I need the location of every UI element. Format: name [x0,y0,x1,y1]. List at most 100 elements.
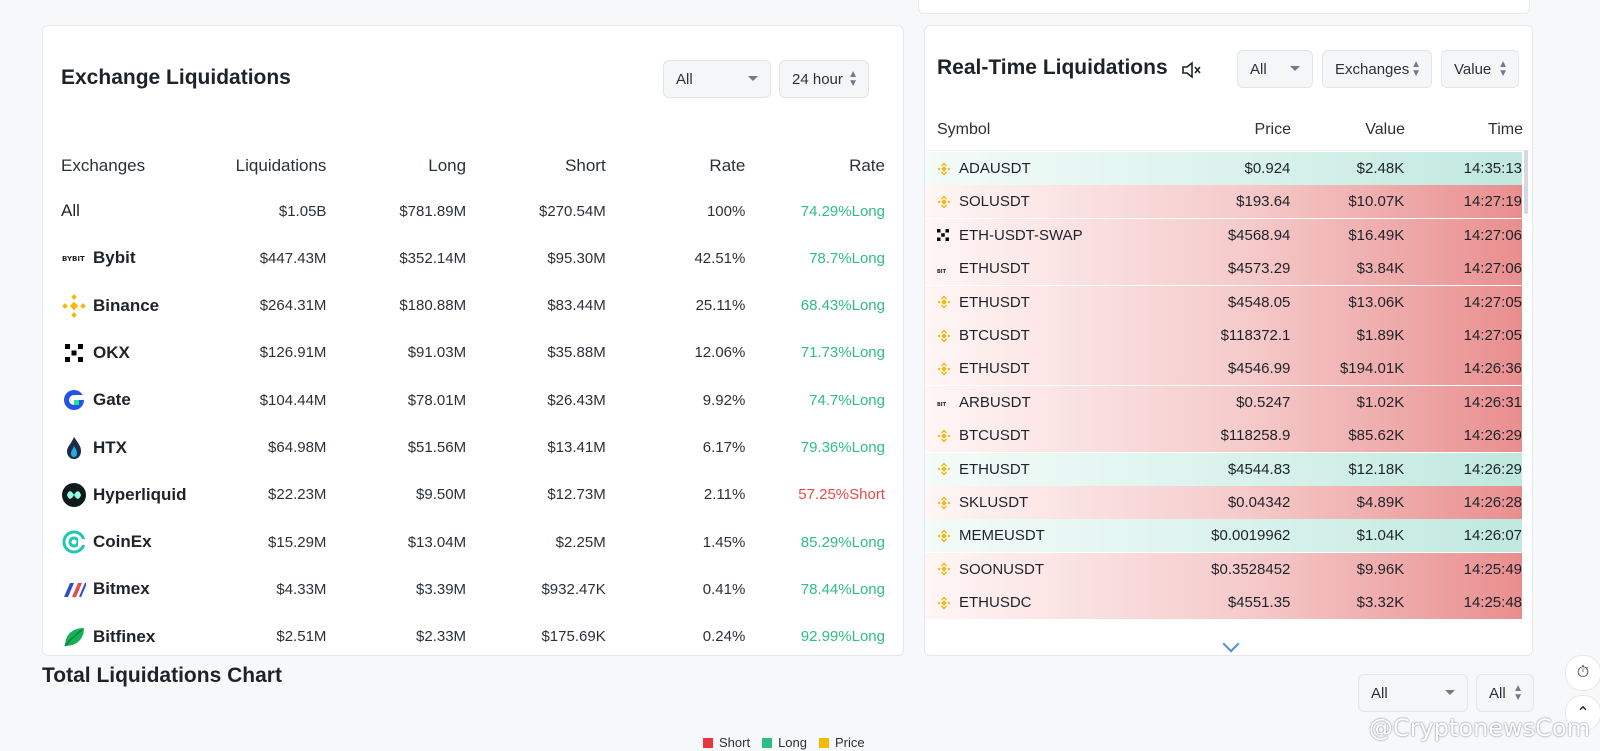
exchange-liquidations-title: Exchange Liquidations [61,66,291,89]
mute-icon[interactable] [1181,60,1203,80]
short-cell: $35.88M [547,344,606,362]
scroll-top-icon[interactable]: ⌃ [1565,695,1600,731]
sort-updown-icon: ▲ ▼ [1498,59,1508,79]
exchanges-select[interactable]: Exchanges ▲ ▼ [1322,50,1432,88]
liquidation-row[interactable]: ADAUSDT $0.924 $2.48K 14:35:13 [925,152,1522,186]
scrollbar-thumb[interactable] [1524,150,1528,214]
exchanges-select-label: Exchanges [1335,60,1410,78]
exchange-name-cell: OKX [61,340,210,366]
exchange-row[interactable]: Bitmex $4.33M $3.39M $932.47K 0.41% 78.4… [61,565,885,613]
long-short-ratio-cell: 78.7%Long [809,249,885,267]
exchange-name: Bitmex [93,579,150,599]
symbol-cell: SOONUSDT [925,561,1185,578]
chart-filter-select[interactable]: All [1358,674,1468,712]
exchange-name: Hyperliquid [93,484,187,504]
long-short-ratio-cell: 79.36%Long [800,439,885,456]
liquidation-row[interactable]: SKLUSDT $0.04342 $4.89K 14:26:28 [925,486,1522,520]
col-time: Time [1488,121,1523,138]
long-cell: $51.56M [407,439,467,456]
exchange-name: Binance [93,295,160,315]
symbol-text: BTCUSDT [959,427,1030,445]
exchange-liquidations-card: Exchange Liquidations All 24 hour ▲ ▼ Exc… [42,25,904,656]
long-short-ratio-cell: 85.29%Long [800,533,885,551]
htx-logo [61,435,87,461]
liquidations-cell: $126.91M [259,344,327,362]
value-cell: $85.62K [1348,427,1405,445]
value-cell: $194.01K [1339,360,1405,378]
hyperliquid-logo [61,482,87,508]
legend-label: Short [719,735,751,750]
legend-item[interactable]: Price [819,735,865,750]
value-cell: $1.89K [1356,327,1405,344]
liquidation-row[interactable]: ETHUSDT $4546.99 $194.01K 14:26:36 [925,352,1522,387]
exchange-name-cell: CoinEx [61,529,210,555]
exchange-row[interactable]: Gate $104.44M $78.01M $26.43M 9.92% 74.7… [61,376,885,424]
rate-cell: 1.45% [702,533,746,551]
realtime-filter-select[interactable]: All [1237,50,1313,88]
short-cell: $932.47K [541,580,606,598]
value-cell: $3.84K [1356,260,1405,278]
symbol-text: ADAUSDT [959,160,1031,177]
liquidation-row[interactable]: BTCUSDT $118258.9 $85.62K 14:26:29 [925,419,1522,454]
liquidation-row[interactable]: MEMEUSDT $0.0019962 $1.04K 14:26:07 [925,519,1522,554]
watermark: @CryptonewsCom [1368,714,1590,742]
liquidation-row[interactable]: BTCUSDT $118372.1 $1.89K 14:27:05 [925,319,1522,353]
liquidation-row[interactable]: SOLUSDT $193.64 $10.07K 14:27:19 [925,185,1522,220]
long-cell: $13.04M [407,533,467,551]
liquidations-cell: $104.44M [259,391,327,409]
sort-updown-icon: ▲ ▼ [848,69,858,89]
svg-text:BIT: BIT [937,269,947,275]
exchange-filter-select[interactable]: All [663,60,771,98]
chart-legend: Short Long Price [703,735,877,750]
legend-label: Price [835,735,865,750]
short-cell: $175.69K [541,628,606,646]
settings-clock-icon[interactable]: ⏱ [1565,655,1600,691]
chevron-down-icon[interactable] [1222,635,1240,653]
liquidations-cell: $2.51M [276,628,327,646]
coinex-logo [61,529,87,555]
exchange-name-cell: Bitfinex [61,624,210,650]
exchange-row[interactable]: HTX $64.98M $51.56M $13.41M 6.17% 79.36%… [61,424,885,472]
col-rate: Rate [709,156,746,175]
exchange-name: OKX [93,342,130,362]
liquidation-row[interactable]: BIT ARBUSDT $0.5247 $1.02K 14:26:31 [925,385,1522,420]
legend-swatch [819,738,829,748]
exchange-row[interactable]: All $1.05B $781.89M $270.54M 100% 74.29%… [61,187,885,235]
liquidation-row[interactable]: ETHUSDT $4544.83 $12.18K 14:26:29 [925,452,1522,487]
liquidation-row[interactable]: BIT ETHUSDT $4573.29 $3.84K 14:27:06 [925,252,1522,287]
liquidation-row[interactable]: ETH-USDT-SWAP $4568.94 $16.49K 14:27:06 [925,218,1522,253]
binance-icon [937,429,951,443]
liquidations-cell: $15.29M [268,533,327,551]
col-short: Short [565,156,606,175]
chevron-down-icon [748,76,758,81]
exchange-row[interactable]: OKX $126.91M $91.03M $35.88M 12.06% 71.7… [61,329,885,377]
binance-icon [937,295,951,309]
bybit-logo: BYBIT [61,245,87,271]
binance-icon [937,562,951,576]
legend-swatch [762,738,773,748]
binance-icon [937,596,951,610]
legend-item[interactable]: Long [762,735,807,750]
chart-period-value: All [1489,684,1506,702]
exchange-row[interactable]: Binance $264.31M $180.88M $83.44M 25.11%… [61,282,885,330]
exchange-row[interactable]: Hyperliquid $22.23M $9.50M $12.73M 2.11%… [61,471,885,519]
liquidation-row[interactable]: ETHUSDC $4551.35 $3.32K 14:25:48 [925,586,1522,621]
exchange-name: Gate [93,390,131,410]
liquidation-row[interactable]: SOONUSDT $0.3528452 $9.96K 14:25:49 [925,552,1522,587]
exchange-row[interactable]: BYBIT Bybit $447.43M $352.14M $95.30M 42.… [61,234,885,282]
exchange-row[interactable]: Bitfinex $2.51M $2.33M $175.69K 0.24% 92… [61,613,885,661]
exchange-row[interactable]: CoinEx $15.29M $13.04M $2.25M 1.45% 85.2… [61,518,885,566]
liquidations-cell: $22.23M [268,486,327,504]
symbol-cell: SOLUSDT [925,193,1185,210]
rate-cell: 42.51% [694,249,746,267]
value-select[interactable]: Value ▲ ▼ [1441,50,1519,88]
period-select[interactable]: 24 hour ▲ ▼ [779,60,869,98]
price-cell: $118258.9 [1220,427,1291,445]
col-rate-ratio: Rate [849,156,885,175]
chart-period-select[interactable]: All ▲ ▼ [1476,674,1534,712]
price-cell: $4551.35 [1227,594,1291,612]
legend-item[interactable]: Short [703,735,750,750]
exchange-name: CoinEx [93,532,152,552]
binance-icon [937,462,951,476]
liquidation-row[interactable]: ETHUSDT $4548.05 $13.06K 14:27:05 [925,285,1522,320]
